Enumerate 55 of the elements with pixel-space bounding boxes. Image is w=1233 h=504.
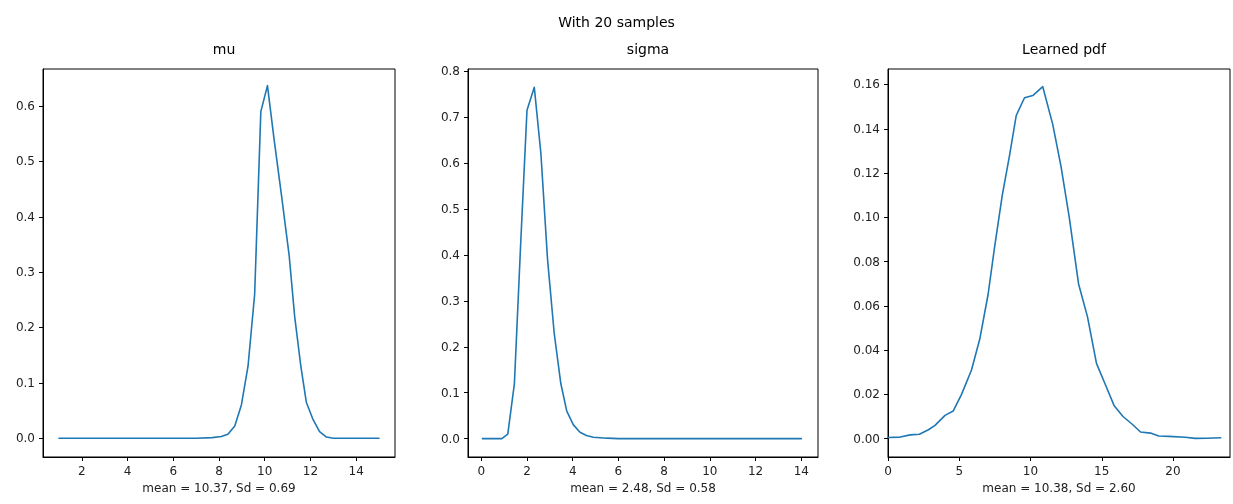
y-tick-label: 0.0 (440, 431, 460, 446)
chart-title: sigma (626, 41, 670, 57)
chart-title: Learned pdf (1022, 41, 1107, 57)
y-tick-label: 0.06 (853, 298, 880, 313)
y-tick-label: 0.5 (15, 154, 35, 169)
x-tick-label: 14 (793, 464, 809, 478)
x-tick-label: 6 (614, 464, 623, 478)
line-series (887, 85, 1222, 440)
y-tick-label: 0.12 (853, 166, 880, 181)
x-tick-label: 5 (955, 464, 964, 478)
y-tick-label: 0.2 (440, 339, 460, 354)
x-axis-title: mean = 2.48, Sd = 0.58 (570, 480, 716, 495)
line-series (481, 86, 803, 440)
y-tick-label: 0.3 (15, 265, 35, 280)
y-tick-label: 0.10 (853, 210, 880, 225)
y-tick-label: 0.1 (440, 385, 460, 400)
chart-title: mu (212, 41, 236, 57)
y-tick-label: 0.1 (15, 375, 35, 390)
y-tick-label: 0.4 (440, 247, 460, 262)
y-tick-label: 0.3 (440, 293, 460, 308)
y-tick-label: 0.7 (440, 110, 460, 125)
y-tick-label: 0.6 (15, 99, 35, 114)
y-tick-label: 0.00 (853, 431, 880, 446)
x-tick-label: 12 (302, 464, 319, 478)
x-tick-label: 0 (884, 464, 892, 478)
x-tick-label: 6 (169, 464, 178, 478)
x-tick-label: 12 (747, 464, 764, 478)
x-tick-label: 10 (257, 464, 273, 478)
x-axis-title: mean = 10.37, Sd = 0.69 (142, 480, 296, 495)
x-tick-label: 14 (348, 464, 364, 478)
y-tick-label: 0.08 (853, 254, 880, 269)
y-tick-label: 0.5 (440, 202, 460, 217)
x-tick-label: 8 (660, 464, 668, 478)
y-tick-label: 0.02 (853, 387, 880, 402)
x-tick-label: 10 (702, 464, 718, 478)
y-tick-label: 0.0 (15, 431, 35, 446)
y-tick-label: 0.14 (853, 121, 880, 136)
y-tick-label: 0.6 (440, 156, 460, 171)
x-axis-title: mean = 10.38, Sd = 2.60 (982, 480, 1136, 495)
text: With 20 samples (557, 14, 676, 30)
x-tick-label: 2 (78, 464, 86, 478)
x-tick-label: 4 (568, 464, 577, 478)
line-series (58, 84, 380, 439)
x-tick-label: 10 (1022, 464, 1039, 478)
x-tick-label: 8 (215, 464, 223, 478)
y-tick-label: 0.8 (440, 64, 460, 79)
x-tick-label: 0 (477, 464, 486, 478)
x-tick-label: 4 (123, 464, 132, 478)
y-tick-label: 0.16 (853, 77, 880, 92)
y-tick-label: 0.04 (853, 343, 880, 358)
x-tick-label: 2 (523, 464, 531, 478)
y-tick-label: 0.4 (15, 209, 35, 224)
x-tick-label: 15 (1094, 464, 1110, 478)
y-tick-label: 0.2 (15, 320, 35, 335)
x-tick-label: 20 (1165, 464, 1181, 478)
